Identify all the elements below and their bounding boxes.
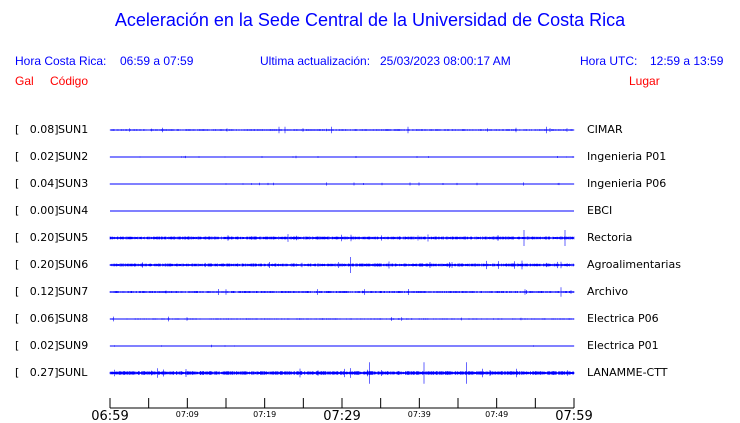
trace-SUN1 bbox=[109, 126, 575, 134]
x-tick-label-minor: 07:09 bbox=[175, 410, 199, 419]
x-tick-label-major: 07:29 bbox=[323, 409, 361, 423]
station-place: EBCI bbox=[587, 204, 613, 217]
station-gal: [ 0.00] bbox=[15, 204, 59, 217]
trace-SUNL bbox=[109, 362, 575, 384]
trace-SUN6 bbox=[109, 257, 575, 273]
station-place: Electrica P06 bbox=[587, 312, 659, 325]
station-gal: [ 0.06] bbox=[15, 312, 59, 325]
x-tick-label-minor: 07:39 bbox=[407, 410, 431, 419]
cr-time-range: 06:59 a 07:59 bbox=[120, 54, 194, 68]
station-place: Ingenieria P06 bbox=[587, 177, 667, 190]
station-code: SUN9 bbox=[58, 339, 89, 352]
station-code: SUN6 bbox=[58, 258, 89, 271]
column-codigo: Código bbox=[50, 74, 89, 88]
column-gal: Gal bbox=[15, 74, 34, 88]
station-gal: [ 0.20] bbox=[15, 258, 59, 271]
station-gal: [ 0.02] bbox=[15, 150, 59, 163]
station-code: SUN4 bbox=[58, 204, 89, 217]
utc-time-label: Hora UTC: bbox=[580, 54, 638, 68]
station-gal: [ 0.20] bbox=[15, 231, 59, 244]
update-value: 25/03/2023 08:00:17 AM bbox=[380, 54, 511, 68]
station-gal: [ 0.04] bbox=[15, 177, 59, 190]
station-gal: [ 0.08] bbox=[15, 123, 59, 136]
station-place: Ingenieria P01 bbox=[587, 150, 667, 163]
station-place: Electrica P01 bbox=[587, 339, 659, 352]
trace-SUN9 bbox=[109, 344, 575, 348]
x-tick-label-major: 07:59 bbox=[555, 409, 593, 423]
trace-SUN8 bbox=[109, 316, 575, 322]
station-code: SUNL bbox=[58, 366, 88, 379]
trace-SUN2 bbox=[109, 155, 575, 159]
station-code: SUN8 bbox=[58, 312, 89, 325]
station-place: LANAMME-CTT bbox=[587, 366, 668, 379]
station-gal: [ 0.12] bbox=[15, 285, 59, 298]
station-code: SUN2 bbox=[58, 150, 89, 163]
x-tick-label-major: 06:59 bbox=[91, 409, 129, 423]
column-lugar: Lugar bbox=[629, 74, 660, 88]
station-code: SUN1 bbox=[58, 123, 89, 136]
station-place: Archivo bbox=[587, 285, 629, 298]
station-code: SUN3 bbox=[58, 177, 89, 190]
station-place: Rectoria bbox=[587, 231, 633, 244]
trace-SUN7 bbox=[109, 287, 575, 297]
x-tick-label-minor: 07:19 bbox=[253, 410, 277, 419]
station-place: Agroalimentarias bbox=[587, 258, 681, 271]
station-gal: [ 0.27] bbox=[15, 366, 59, 379]
trace-SUN3 bbox=[109, 182, 575, 186]
x-tick-label-minor: 07:49 bbox=[485, 410, 509, 419]
station-code: SUN5 bbox=[58, 231, 89, 244]
trace-SUN5 bbox=[109, 230, 575, 246]
cr-time-label: Hora Costa Rica: bbox=[15, 54, 107, 68]
station-place: CIMAR bbox=[587, 123, 623, 136]
utc-time-range: 12:59 a 13:59 bbox=[650, 54, 724, 68]
station-gal: [ 0.02] bbox=[15, 339, 59, 352]
page-title: Aceleración en la Sede Central de la Uni… bbox=[114, 10, 626, 30]
station-code: SUN7 bbox=[58, 285, 89, 298]
update-label: Ultima actualización: bbox=[260, 54, 371, 68]
